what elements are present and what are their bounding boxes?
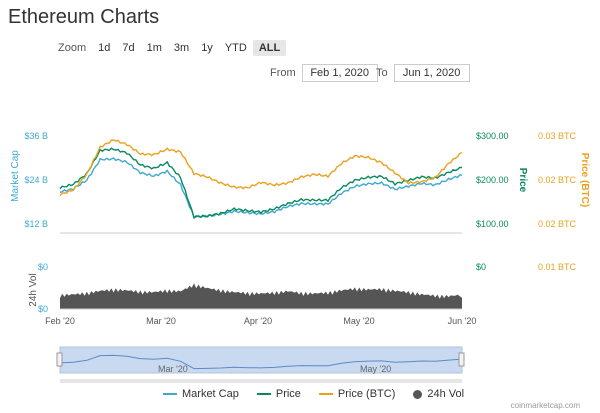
legend-item-price[interactable]: Price bbox=[256, 388, 301, 400]
price-btc-swatch bbox=[318, 393, 333, 395]
market-cap-tick: $24 B bbox=[24, 175, 48, 185]
navigator-label: Mar '20 bbox=[158, 364, 188, 374]
market-cap-swatch bbox=[163, 393, 177, 395]
navigator-left-handle[interactable] bbox=[56, 352, 63, 367]
legend-item-price-btc[interactable]: Price (BTC) bbox=[318, 388, 396, 400]
price-tick: $100.00 bbox=[476, 219, 509, 229]
price-axis-title: Price bbox=[517, 168, 528, 193]
x-tick-group: Feb '20 Mar '20 Apr '20 May '20 Jun '20 bbox=[45, 316, 476, 326]
navigator-scrollbar[interactable] bbox=[60, 379, 462, 383]
x-tick-label: Feb '20 bbox=[45, 316, 75, 326]
price-tick: $300.00 bbox=[476, 131, 509, 141]
zoom-1d-button[interactable]: 1d bbox=[98, 42, 111, 54]
market-cap-tick: $36 B bbox=[24, 131, 48, 141]
market-cap-axis-title: Market Cap bbox=[10, 150, 21, 202]
x-tick-label: Apr '20 bbox=[244, 316, 272, 326]
from-label: From bbox=[270, 67, 296, 79]
volume-axis-title: 24h Vol bbox=[28, 273, 39, 306]
btc-tick: 0.02 BTC bbox=[538, 219, 577, 229]
price-tick: $200.00 bbox=[476, 175, 509, 185]
volume-swatch bbox=[413, 389, 423, 399]
legend-label: Market Cap bbox=[182, 388, 239, 400]
date-range-to: To bbox=[376, 64, 470, 82]
volume-right-tick: $0 bbox=[476, 262, 486, 272]
zoom-1y-button[interactable]: 1y bbox=[201, 42, 213, 54]
volume-right-tick: 0.01 BTC bbox=[538, 262, 577, 272]
x-tick-label: Mar '20 bbox=[146, 316, 176, 326]
series-line-price-btc bbox=[59, 139, 463, 197]
to-date-input[interactable] bbox=[393, 64, 470, 82]
navigator-label: May '20 bbox=[360, 364, 391, 374]
navigator-group bbox=[59, 354, 463, 370]
series-group bbox=[59, 139, 463, 220]
btc-tick: 0.02 BTC bbox=[538, 175, 577, 185]
navigator-series-line bbox=[59, 354, 463, 370]
volume-group bbox=[60, 283, 462, 309]
credit: coinmarketcap.com bbox=[510, 401, 580, 410]
volume-tick: $0 bbox=[38, 304, 48, 314]
zoom-label: Zoom bbox=[58, 42, 87, 54]
to-label: To bbox=[376, 67, 388, 79]
series-line-market-cap bbox=[59, 157, 462, 219]
volume-tick: $0 bbox=[38, 262, 48, 272]
ethereum-chart[interactable]: Market Cap $36 B $24 B $12 B $300.00 $20… bbox=[0, 0, 600, 385]
zoom-7d-button[interactable]: 7d bbox=[122, 42, 135, 54]
legend-label: Price bbox=[275, 388, 301, 400]
btc-tick: 0.03 BTC bbox=[538, 131, 577, 141]
zoom-all-button[interactable]: ALL bbox=[252, 40, 287, 56]
legend-label: 24h Vol bbox=[427, 388, 465, 400]
price-swatch bbox=[256, 393, 271, 395]
series-line-price bbox=[59, 147, 463, 220]
legend-item-market-cap[interactable]: Market Cap bbox=[163, 388, 239, 400]
date-range-from: From bbox=[270, 64, 378, 82]
from-date-input[interactable] bbox=[301, 64, 378, 82]
volume-area bbox=[60, 283, 462, 309]
x-tick-label: Jun '20 bbox=[448, 316, 477, 326]
navigator-right-handle[interactable] bbox=[458, 352, 465, 367]
btc-axis-title: Price (BTC) bbox=[579, 153, 590, 207]
legend: Market Cap Price Price (BTC) 24h Vol bbox=[163, 388, 482, 400]
page-title: Ethereum Charts bbox=[8, 6, 160, 28]
zoom-3m-button[interactable]: 3m bbox=[173, 42, 190, 54]
navigator-window[interactable] bbox=[59, 346, 463, 374]
zoom-ytd-button[interactable]: YTD bbox=[224, 42, 247, 54]
legend-item-volume[interactable]: 24h Vol bbox=[413, 388, 464, 400]
zoom-1m-button[interactable]: 1m bbox=[146, 42, 162, 54]
legend-label: Price (BTC) bbox=[337, 388, 396, 400]
x-tick-label: May '20 bbox=[343, 316, 374, 326]
zoom-bar: Zoom 1d 7d 1m 3m 1y YTD ALL bbox=[58, 40, 287, 56]
market-cap-tick: $12 B bbox=[24, 219, 48, 229]
